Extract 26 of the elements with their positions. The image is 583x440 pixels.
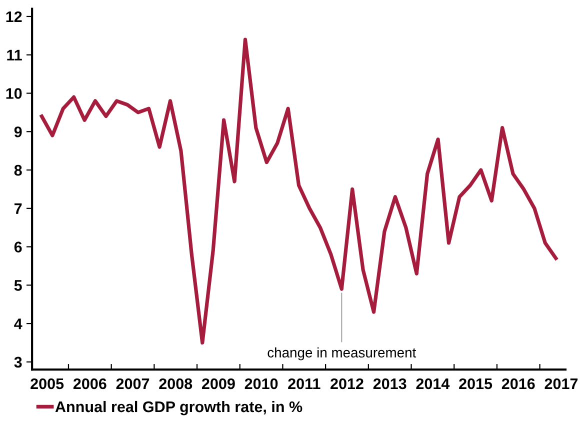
y-tick-label: 3	[14, 356, 22, 368]
y-tick-label: 6	[14, 242, 22, 252]
annotation: change in measurement	[268, 347, 416, 360]
y-tick-label: 12	[6, 11, 22, 22]
line-series	[40, 38, 558, 345]
y-tick-label: 8	[14, 164, 22, 176]
y-tick-label: 5	[14, 280, 22, 291]
x-tick-label: 2014	[416, 378, 450, 390]
x-tick-label: 2017	[544, 378, 578, 390]
x-tick-label: 2016	[502, 378, 535, 390]
legend-label: Annual real GDP growth rate, in %	[55, 400, 302, 416]
x-tick-label: 2009	[202, 378, 235, 390]
x-tick-label: 2013	[373, 378, 406, 390]
y-tick-label: 7	[14, 203, 22, 214]
y-tick-label: 4	[14, 318, 22, 330]
y-tick-label: 10	[6, 88, 22, 99]
x-tick-label: 2011	[288, 378, 320, 390]
y-tick-label: 11	[7, 50, 22, 60]
x-tick-label: 2007	[116, 378, 150, 390]
x-tick-label: 2005	[30, 378, 64, 390]
x-tick-label: 2010	[244, 378, 278, 390]
y-tick-label: 9	[14, 126, 22, 138]
x-tick-label: 2012	[330, 378, 364, 390]
x-tick-label: 2006	[73, 378, 106, 390]
x-tick-label: 2015	[459, 378, 492, 390]
x-tick-label: 2008	[159, 378, 192, 390]
